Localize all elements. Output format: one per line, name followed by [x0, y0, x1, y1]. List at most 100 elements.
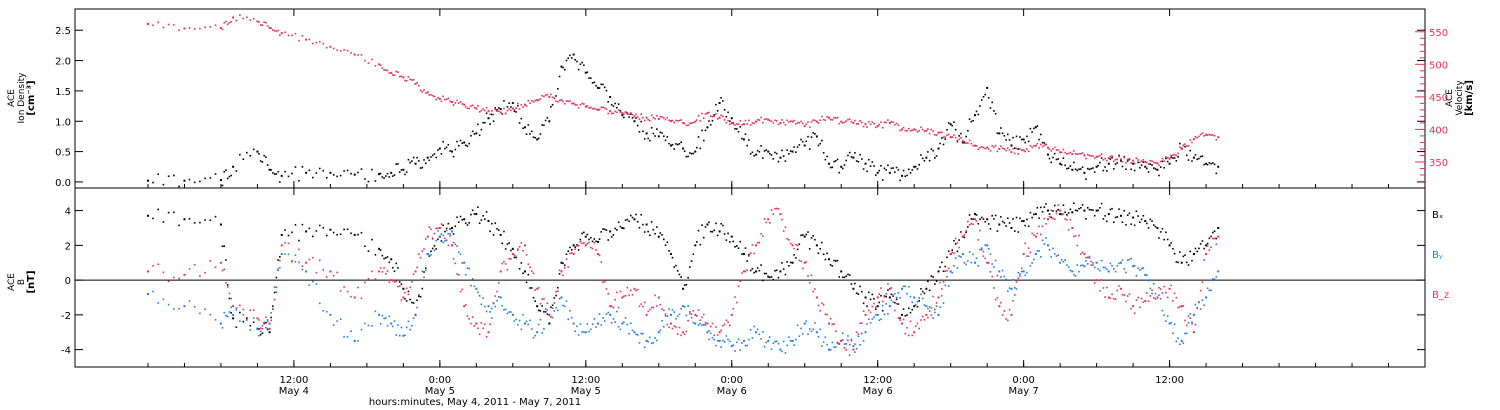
velocity-point	[1180, 147, 1183, 150]
bfield-interp-point	[412, 302, 415, 304]
velocity-interp-point	[642, 117, 644, 119]
velocity-interp-point	[664, 118, 667, 121]
bfield-interp-point	[1029, 211, 1032, 214]
bfield-interp-point	[350, 330, 352, 333]
velocity-interp-point	[367, 62, 370, 64]
bfield-interp-point	[525, 253, 528, 256]
density-point	[1071, 168, 1074, 171]
bfield-interp-point	[1198, 247, 1200, 250]
density-interp-point	[263, 154, 265, 157]
bfield-interp-point	[1033, 258, 1035, 261]
density-interp-point	[421, 166, 424, 169]
bfield-interp-point	[951, 251, 954, 254]
bfield-interp-point	[492, 302, 495, 304]
bfield-interp-point	[223, 245, 226, 247]
bfield-interp-point	[1201, 281, 1204, 283]
bfield-interp-point	[784, 352, 787, 354]
velocity-interp-point	[515, 107, 517, 109]
bfield-interp-point	[1172, 332, 1174, 335]
velocity-point	[949, 136, 952, 139]
bfield-interp-point	[649, 308, 651, 311]
velocity-point	[645, 116, 648, 119]
bfield-interp-point	[1045, 237, 1047, 239]
bfield-interp-point	[1079, 253, 1082, 255]
bfield-interp-point	[261, 324, 264, 327]
bfield-interp-point	[478, 222, 481, 225]
density-interp-point	[468, 142, 471, 145]
velocity-interp-point	[591, 108, 594, 110]
velocity-interp-point	[1170, 154, 1172, 157]
velocity-interp-point	[273, 29, 276, 32]
bfield-interp-point	[418, 295, 420, 298]
velocity-interp-point	[1085, 157, 1087, 160]
bfield-interp-point	[440, 223, 443, 225]
density-interp-point	[751, 151, 754, 154]
bfield-interp-point	[555, 290, 557, 293]
bfield-interp-point	[628, 220, 630, 222]
bfield-interp-point	[332, 231, 335, 234]
bfield-interp-point	[1067, 266, 1070, 268]
bfield-interp-point	[993, 218, 995, 220]
velocity-interp-point	[602, 106, 604, 108]
bfield-point	[353, 339, 356, 342]
bfield-interp-point	[977, 239, 980, 241]
bfield-interp-point	[716, 339, 719, 342]
bfield-interp-point	[581, 232, 583, 235]
velocity-interp-point	[975, 145, 978, 147]
bfield-interp-point	[444, 230, 446, 233]
density-point	[426, 156, 429, 159]
bfield-interp-point	[1189, 250, 1192, 253]
bfield-interp-point	[881, 304, 884, 307]
bfield-interp-point	[775, 340, 778, 343]
density-interp-point	[1159, 166, 1162, 168]
velocity-interp-point	[277, 29, 279, 32]
velocity-interp-point	[692, 121, 695, 124]
bfield-interp-point	[565, 253, 568, 256]
legend-entry: Bₓ	[1432, 210, 1443, 221]
density-interp-point	[583, 64, 585, 67]
velocity-interp-point	[445, 98, 448, 101]
bfield-interp-point	[318, 302, 321, 305]
bfield-interp-point	[301, 268, 304, 271]
velocity-point	[998, 147, 1001, 150]
bfield-interp-point	[708, 330, 710, 332]
density-interp-point	[409, 161, 411, 164]
bfield-interp-point	[650, 342, 653, 345]
bfield-interp-point	[709, 325, 712, 328]
bfield-interp-point	[977, 264, 980, 267]
bfield-interp-point	[788, 239, 790, 241]
bfield-point	[1046, 244, 1049, 247]
bfield-interp-point	[940, 295, 943, 297]
density-interp-point	[906, 174, 908, 177]
bfield-interp-point	[829, 264, 832, 266]
velocity-interp-point	[953, 134, 955, 136]
bfield-point	[730, 345, 733, 348]
bfield-interp-point	[1008, 222, 1011, 224]
top-series-group	[146, 14, 1220, 188]
x-tick-date: May 6	[863, 386, 893, 397]
density-interp-point	[1147, 171, 1150, 173]
bfield-interp-point	[982, 255, 985, 257]
velocity-interp-point	[656, 114, 658, 117]
bfield-interp-point	[1064, 211, 1066, 214]
bfield-interp-point	[223, 268, 226, 271]
velocity-interp-point	[826, 115, 828, 118]
velocity-interp-point	[862, 125, 865, 128]
velocity-interp-point	[1067, 152, 1070, 155]
bfield-interp-point	[1210, 246, 1212, 249]
bfield-interp-point	[623, 227, 625, 230]
bfield-interp-point	[836, 341, 839, 344]
bfield-interp-point	[515, 318, 517, 321]
velocity-point	[402, 76, 405, 79]
bfield-interp-point	[760, 338, 762, 340]
bfield-interp-point	[1024, 242, 1026, 245]
bfield-interp-point	[567, 318, 570, 321]
bfield-interp-point	[522, 272, 524, 275]
bfield-interp-point	[225, 282, 227, 284]
bfield-point	[633, 287, 636, 290]
velocity-interp-point	[967, 142, 969, 144]
velocity-interp-point	[449, 100, 451, 103]
bfield-interp-point	[798, 259, 801, 262]
bfield-interp-point	[690, 260, 693, 262]
